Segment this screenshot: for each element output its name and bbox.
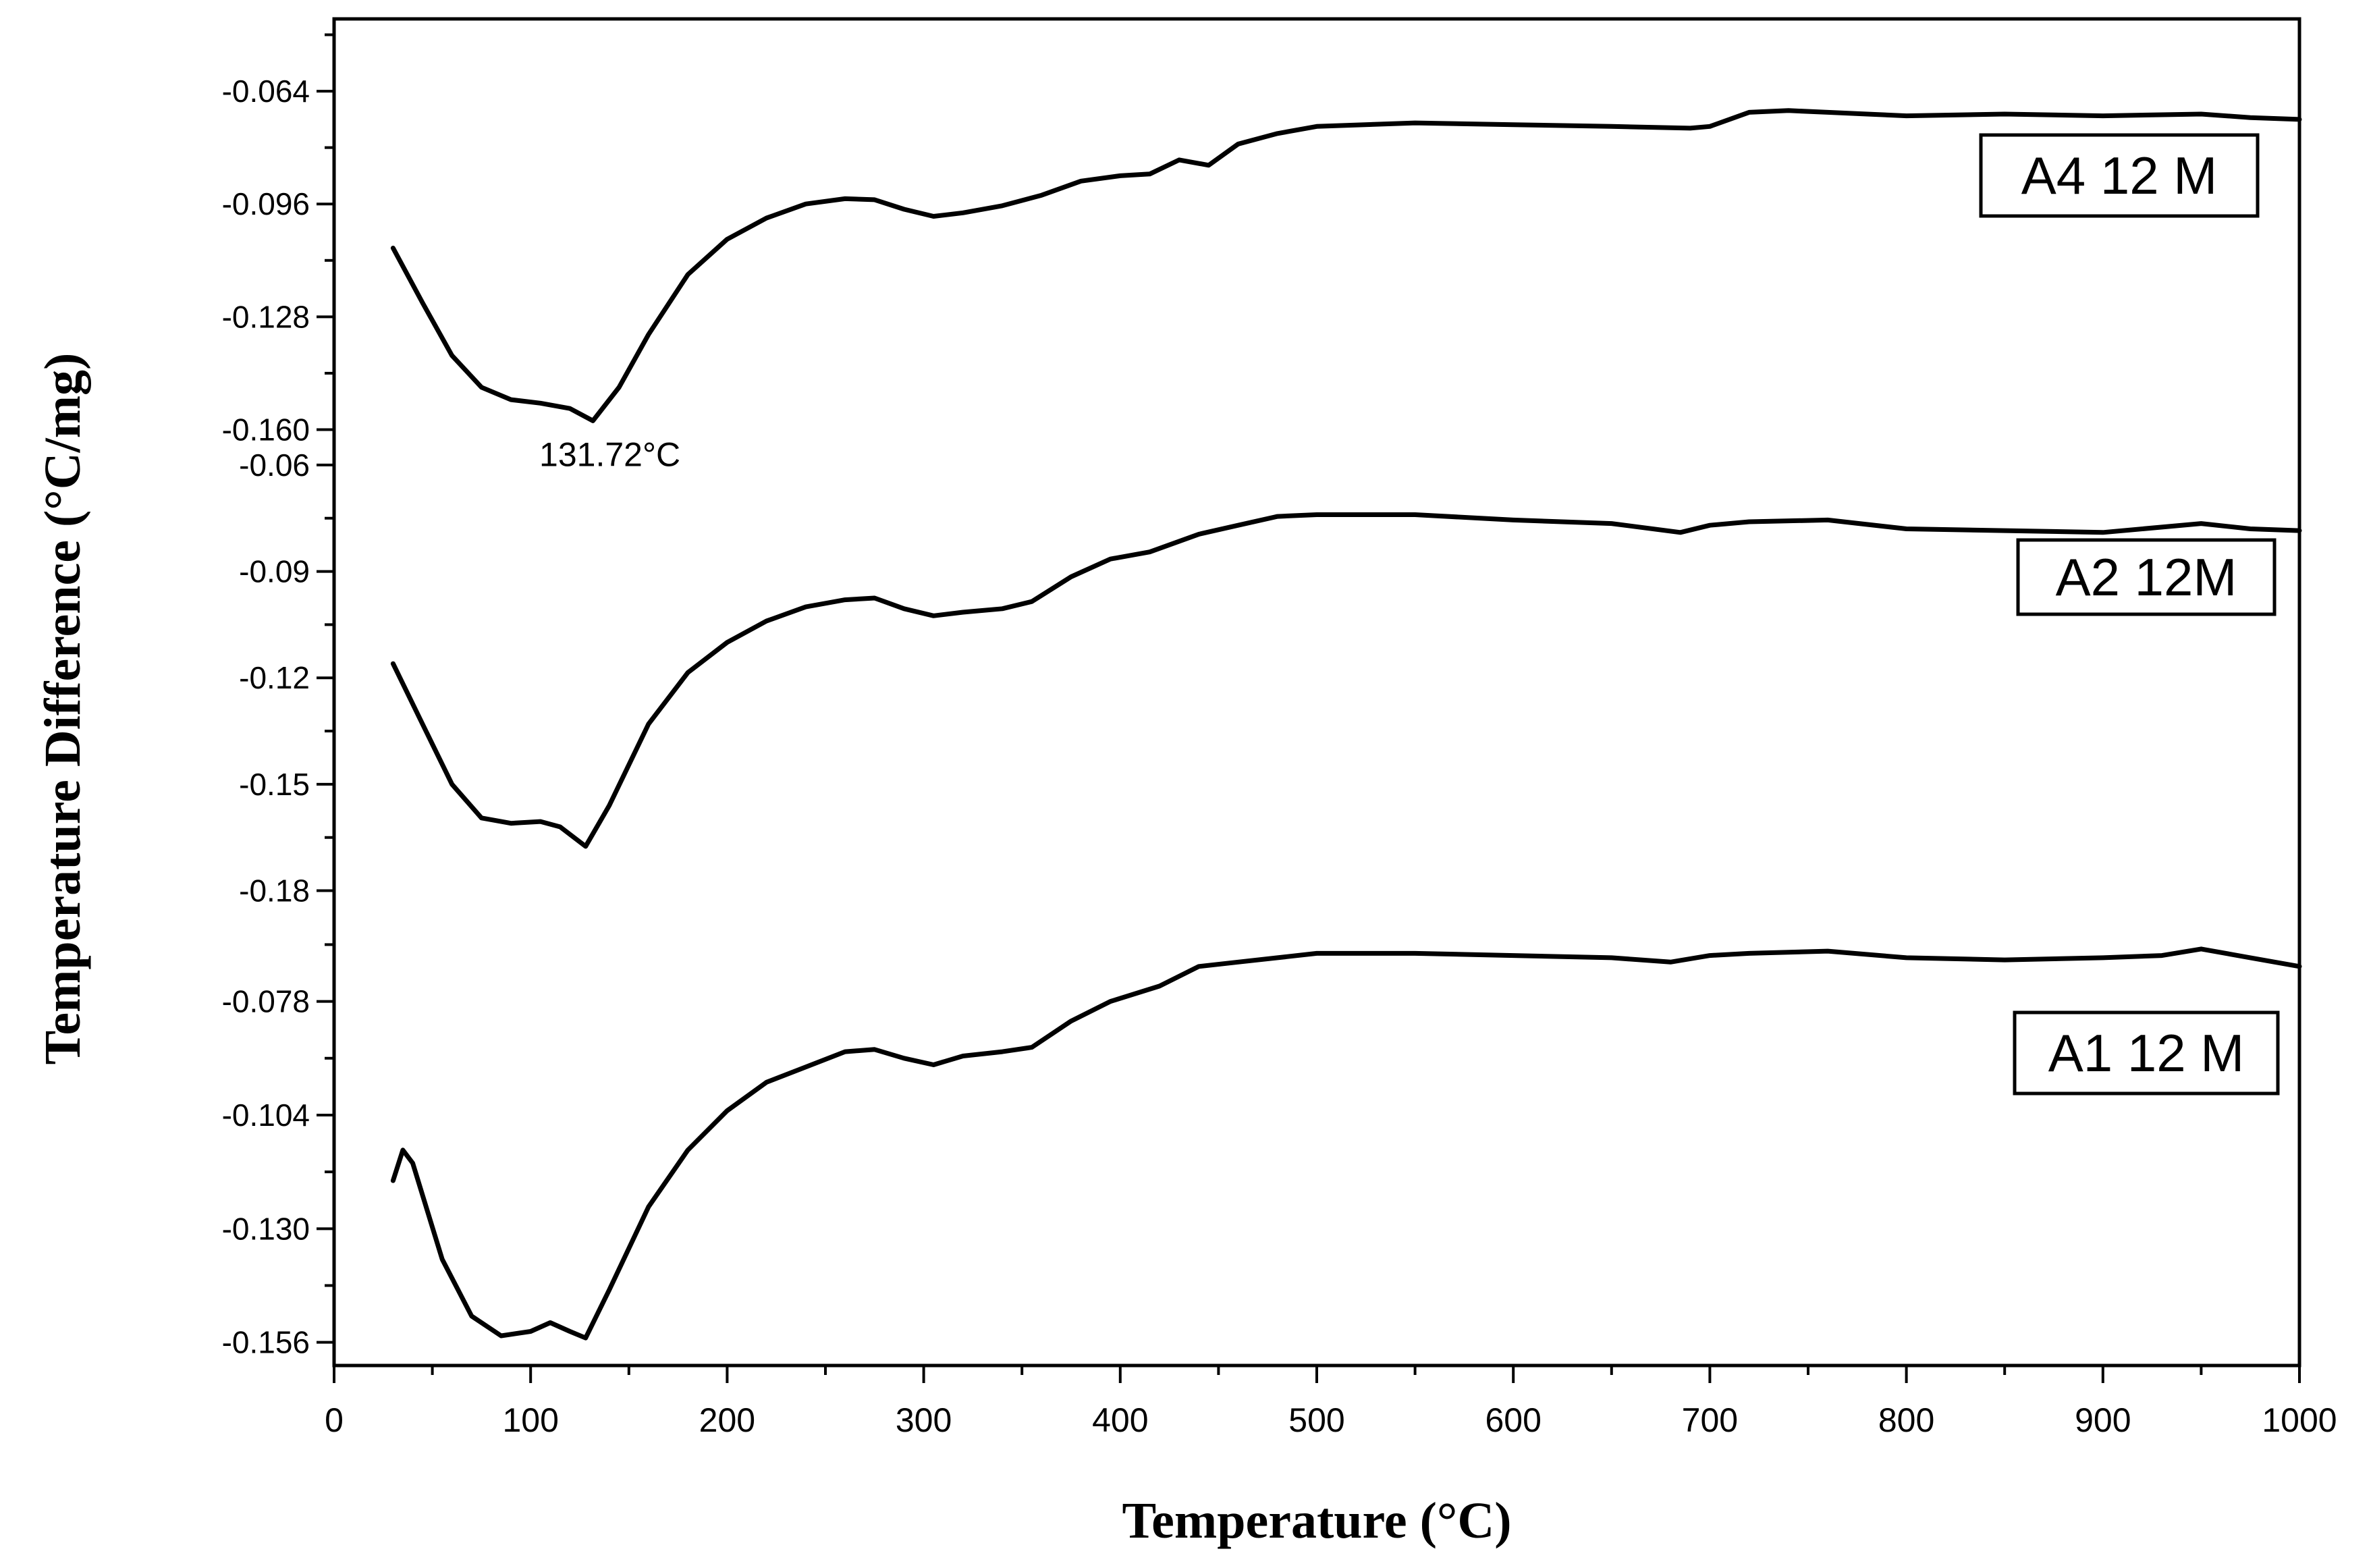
series-line-2 bbox=[390, 512, 2302, 849]
y-tick-label: -0.06 bbox=[239, 448, 310, 483]
legend-label-3: A1 12 M bbox=[2048, 1023, 2244, 1083]
y-tick-label: -0.12 bbox=[239, 660, 310, 695]
y-axis-title: Temperature Difference (°C/mg) bbox=[34, 353, 91, 1065]
ticks-layer bbox=[317, 33, 2301, 1383]
x-axis-title: Temperature (°C) bbox=[1122, 1492, 1511, 1549]
legend-box-2 bbox=[2016, 538, 2277, 616]
y-tick-label: -0.09 bbox=[239, 554, 310, 589]
x-tick-label: 600 bbox=[1485, 1401, 1541, 1439]
x-tick-label: 1000 bbox=[2262, 1401, 2337, 1439]
x-tick-label: 900 bbox=[2075, 1401, 2131, 1439]
peak-annotation: 131.72°C bbox=[539, 436, 680, 474]
y-tick-label: -0.130 bbox=[222, 1211, 310, 1246]
x-tick-label: 0 bbox=[325, 1401, 344, 1439]
y-tick-label: -0.104 bbox=[222, 1098, 310, 1133]
series-lines-layer bbox=[390, 108, 2302, 1341]
x-tick-label: 500 bbox=[1288, 1401, 1344, 1439]
x-tick-label: 800 bbox=[1878, 1401, 1934, 1439]
series-line-3 bbox=[390, 946, 2302, 1341]
series-line-1 bbox=[390, 108, 2302, 423]
legend-box-3 bbox=[2013, 1010, 2280, 1096]
x-tick-label: 300 bbox=[896, 1401, 952, 1439]
x-tick-label: 400 bbox=[1092, 1401, 1148, 1439]
y-tick-label: -0.18 bbox=[239, 873, 310, 909]
x-tick-label: 100 bbox=[502, 1401, 558, 1439]
x-tick-label: 700 bbox=[1682, 1401, 1738, 1439]
y-tick-label: -0.160 bbox=[222, 412, 310, 447]
y-tick-label: -0.156 bbox=[222, 1325, 310, 1360]
legend-box-1 bbox=[1979, 133, 2260, 218]
y-tick-label: -0.064 bbox=[222, 74, 310, 109]
legend-label-2: A2 12M bbox=[2056, 547, 2237, 607]
legend-label-1: A4 12 M bbox=[2021, 146, 2217, 205]
y-tick-label: -0.078 bbox=[222, 984, 310, 1019]
labels-layer: 0 100 200 300 400 500 600 700 800 900 1000 -0.064 -0… bbox=[222, 74, 2337, 1439]
x-tick-label: 200 bbox=[699, 1401, 755, 1439]
y-tick-label: -0.15 bbox=[239, 767, 310, 802]
y-tick-label: -0.096 bbox=[222, 186, 310, 221]
y-tick-label: -0.128 bbox=[222, 299, 310, 334]
